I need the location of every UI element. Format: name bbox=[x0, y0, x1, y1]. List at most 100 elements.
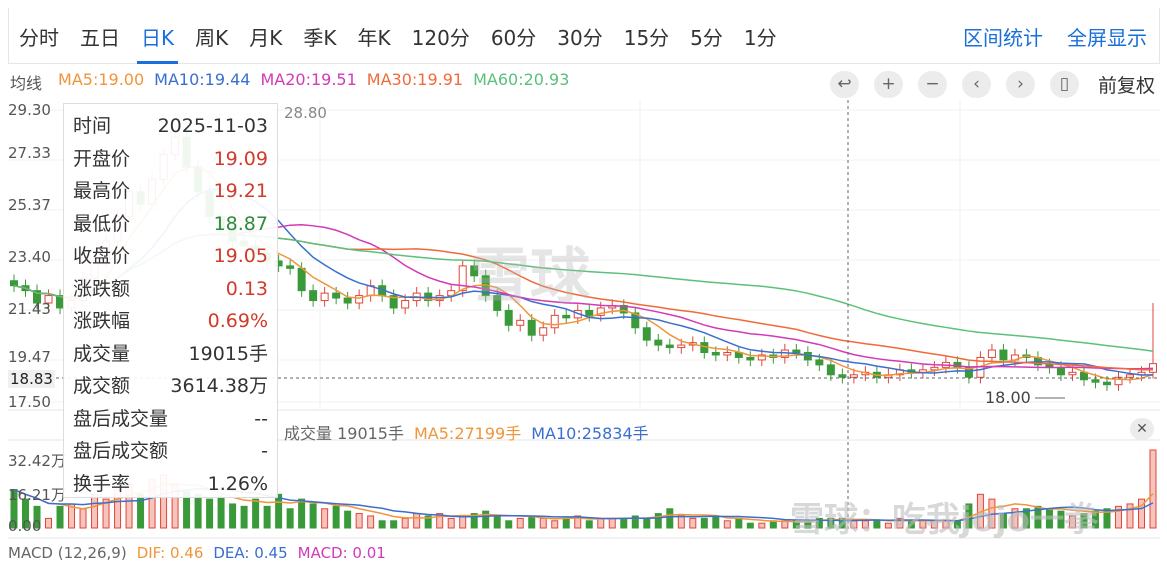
tooltip-panel: 时间 2025-11-03 开盘价 19.09 最高价 19.21 最低价 18.87 收盘价 1… bbox=[63, 103, 278, 498]
candle bbox=[711, 352, 720, 356]
candle bbox=[665, 344, 674, 349]
macd-dea: DEA: 0.45 bbox=[213, 544, 288, 562]
tab-2[interactable]: 日K bbox=[136, 8, 179, 64]
close-volume-button[interactable]: ✕ bbox=[1130, 418, 1154, 440]
tab-7[interactable]: 120分 bbox=[411, 25, 470, 50]
tooltip-value: - bbox=[261, 440, 268, 462]
price-axis-label: 29.30 bbox=[8, 101, 51, 119]
crosshair-price-label: 18.83 bbox=[8, 370, 55, 388]
candle bbox=[401, 300, 410, 309]
candle bbox=[826, 364, 835, 376]
ma-legend-label: 均线 bbox=[10, 74, 43, 93]
volume-bar bbox=[562, 517, 570, 529]
period-tabs: 分时 五日 日K 周K 月K 季K 年K 120分 60分 30分 15分 5分 1分 区间统计 全屏显示 bbox=[8, 8, 1160, 64]
candle bbox=[562, 314, 571, 319]
tab-5[interactable]: 季K bbox=[303, 25, 337, 50]
volume-bar bbox=[286, 508, 294, 529]
volume-bar bbox=[712, 515, 720, 529]
candle bbox=[1102, 381, 1111, 386]
volume-bar bbox=[631, 515, 639, 529]
volume-bar bbox=[585, 520, 593, 529]
chevron-left-icon[interactable]: ‹ bbox=[961, 71, 991, 98]
chevron-right-icon[interactable]: › bbox=[1005, 71, 1035, 98]
volume-bar bbox=[413, 513, 421, 529]
volume-bar bbox=[229, 503, 237, 529]
tooltip-key: 盘后成交额 bbox=[73, 440, 169, 462]
candle bbox=[309, 290, 318, 302]
adjust-select[interactable]: 前复权 bbox=[1097, 75, 1155, 97]
tooltip-key: 涨跌幅 bbox=[73, 310, 131, 332]
tab-1[interactable]: 五日 bbox=[80, 25, 120, 50]
candle bbox=[1125, 374, 1134, 378]
tooltip-key: 最低价 bbox=[73, 212, 131, 235]
candle bbox=[757, 354, 766, 361]
tab-12[interactable]: 1分 bbox=[743, 25, 777, 50]
tab-8[interactable]: 60分 bbox=[490, 25, 537, 50]
volume-bar bbox=[896, 517, 904, 529]
candle bbox=[1068, 371, 1077, 376]
candle bbox=[10, 280, 18, 287]
candle bbox=[631, 312, 640, 329]
tab-6[interactable]: 年K bbox=[357, 25, 391, 50]
tooltip-row: 最低价 18.87 bbox=[73, 208, 268, 241]
tooltip-key: 成交量 bbox=[73, 342, 131, 365]
volume-bar bbox=[746, 522, 754, 529]
volume-bar bbox=[493, 515, 501, 529]
tooltip-row: 换手率 1.26% bbox=[73, 468, 268, 501]
volume-bar bbox=[217, 496, 225, 529]
range-stats-button[interactable]: 区间统计 bbox=[963, 26, 1043, 50]
candle bbox=[838, 374, 847, 378]
tooltip-key: 收盘价 bbox=[73, 245, 131, 267]
tooltip-value: -- bbox=[254, 407, 268, 430]
volume-bar bbox=[459, 515, 467, 529]
volume-bar bbox=[45, 517, 53, 529]
candle bbox=[286, 265, 295, 269]
volume-bar bbox=[815, 517, 823, 529]
tooltip-value: 19.09 bbox=[213, 147, 268, 170]
zoom-out-icon[interactable]: − bbox=[917, 71, 947, 98]
candle bbox=[849, 374, 858, 378]
candle bbox=[343, 297, 352, 304]
candle bbox=[792, 349, 801, 354]
fullscreen-button[interactable]: 全屏显示 bbox=[1067, 26, 1147, 50]
ma-legend: 均线 MA5:19.00 MA10:19.44 MA20:19.51 MA30:19.9… bbox=[10, 70, 569, 94]
volume-bar bbox=[424, 515, 432, 529]
candle bbox=[550, 314, 559, 329]
candle bbox=[1091, 379, 1100, 383]
volume-bar bbox=[252, 498, 260, 529]
tooltip-key: 最高价 bbox=[73, 180, 131, 202]
tooltip-row: 收盘价 19.05 bbox=[73, 240, 268, 273]
macd-legend: MACD (12,26,9) DIF: 0.46 DEA: 0.45 MACD:… bbox=[8, 544, 386, 562]
zoom-in-icon[interactable]: + bbox=[873, 71, 903, 98]
watermark-footer: 雪球：吃我jojo一拳 bbox=[790, 500, 1099, 540]
volume-bar bbox=[723, 520, 731, 529]
volume-bar bbox=[1022, 508, 1030, 529]
volume-bar bbox=[620, 517, 628, 529]
candle bbox=[1114, 376, 1123, 386]
volume-bar bbox=[332, 505, 340, 529]
ma-legend-item: MA60:20.93 bbox=[473, 70, 570, 89]
tab-10[interactable]: 15分 bbox=[623, 25, 670, 50]
volume-bar bbox=[22, 498, 30, 529]
candle bbox=[723, 352, 732, 356]
tab-0[interactable]: 分时 bbox=[19, 25, 59, 50]
volume-bar bbox=[378, 520, 386, 529]
tab-4[interactable]: 月K bbox=[249, 25, 283, 50]
volume-bar bbox=[447, 517, 455, 529]
volume-bar bbox=[666, 508, 674, 529]
tab-9[interactable]: 30分 bbox=[557, 25, 603, 50]
volume-bar bbox=[827, 517, 835, 529]
macd-value: MACD: 0.01 bbox=[297, 544, 386, 562]
candle bbox=[987, 349, 996, 358]
volume-bar bbox=[654, 513, 662, 529]
candle bbox=[642, 327, 651, 341]
candlestick-icon[interactable]: ▯ bbox=[1049, 71, 1079, 98]
tooltip-value: 19015手 bbox=[188, 342, 268, 365]
candle bbox=[470, 265, 479, 277]
tab-11[interactable]: 5分 bbox=[690, 25, 723, 50]
candle bbox=[389, 295, 398, 309]
ma-legend-item: MA20:19.51 bbox=[260, 70, 357, 89]
volume-ma10: MA10:25834手 bbox=[531, 424, 649, 443]
undo-icon[interactable]: ↩ bbox=[829, 71, 859, 98]
tab-3[interactable]: 周K bbox=[195, 25, 229, 50]
